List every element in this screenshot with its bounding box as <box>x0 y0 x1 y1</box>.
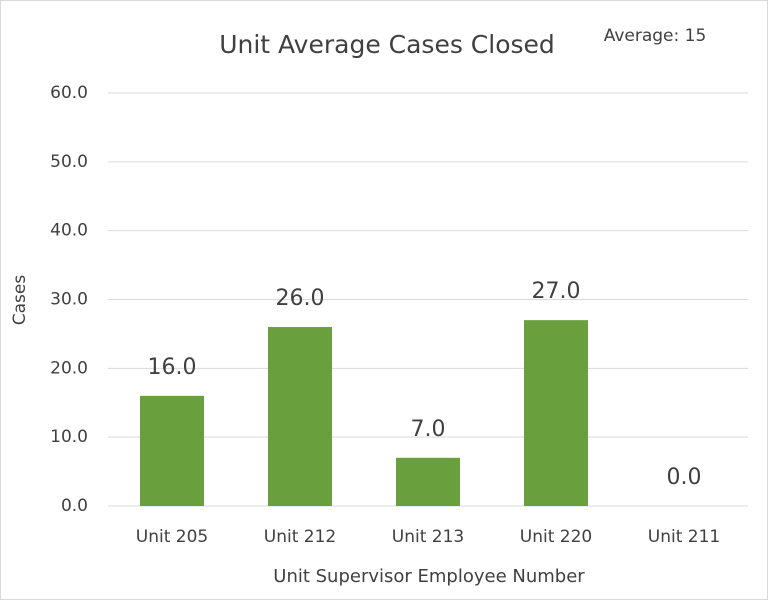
x-tick-label: Unit 220 <box>520 527 592 547</box>
y-tick-label: 20.0 <box>50 358 88 378</box>
y-tick-label: 60.0 <box>50 83 88 103</box>
chart-title: Unit Average Cases Closed <box>219 30 555 59</box>
y-axis-title: Cases <box>10 275 30 326</box>
y-tick-label: 0.0 <box>61 496 88 516</box>
x-tick-label: Unit 205 <box>136 527 208 547</box>
data-label: 7.0 <box>411 417 446 442</box>
x-tick-label: Unit 211 <box>648 527 720 547</box>
data-label: 0.0 <box>667 465 702 490</box>
y-tick-label: 30.0 <box>50 290 88 310</box>
data-label: 27.0 <box>532 279 581 304</box>
y-tick-label: 10.0 <box>50 427 88 447</box>
y-tick-label: 40.0 <box>50 221 88 241</box>
x-tick-label: Unit 212 <box>264 527 336 547</box>
x-tick-label: Unit 213 <box>392 527 464 547</box>
x-axis-title: Unit Supervisor Employee Number <box>273 566 585 587</box>
bar <box>140 395 204 506</box>
bar <box>524 320 588 506</box>
bar <box>268 327 332 506</box>
annotation: Average: 15 <box>604 26 707 46</box>
data-label: 26.0 <box>276 286 325 311</box>
bar <box>396 457 460 506</box>
y-tick-label: 50.0 <box>50 152 88 172</box>
data-label: 16.0 <box>148 355 197 380</box>
